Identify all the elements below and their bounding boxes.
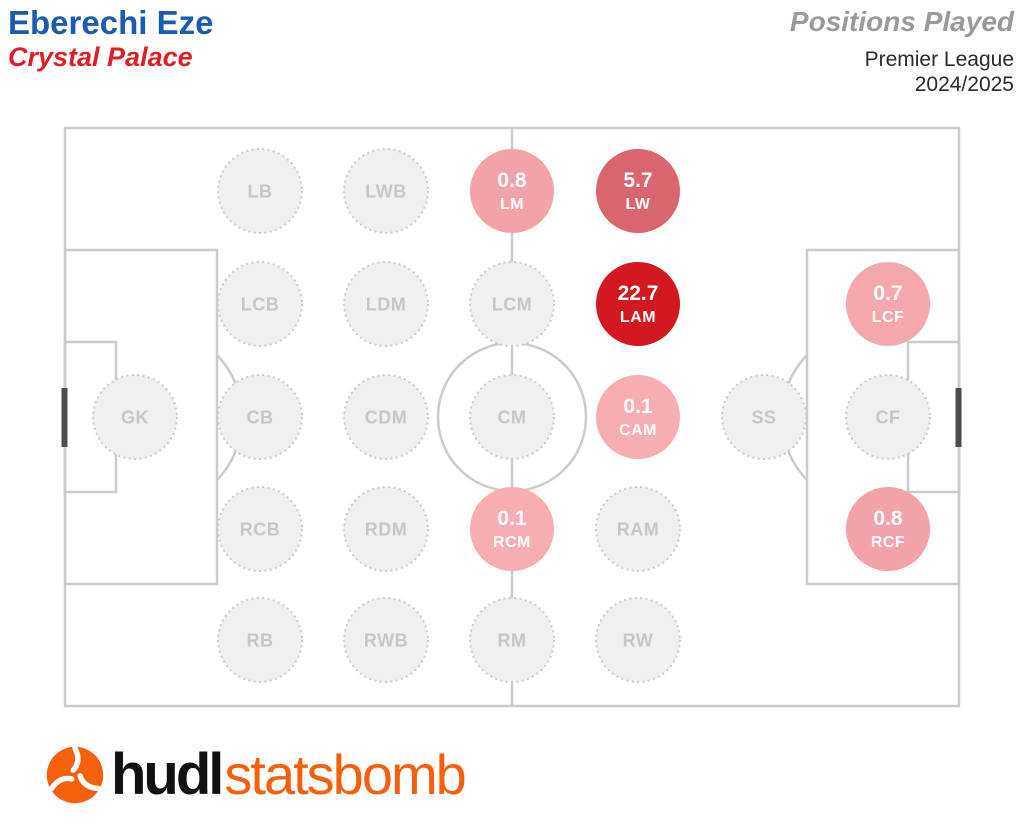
svg-text:22.7: 22.7 <box>618 282 659 305</box>
svg-text:LWB: LWB <box>365 182 407 202</box>
hudl-pinwheel-icon <box>46 745 104 804</box>
svg-text:5.7: 5.7 <box>623 169 652 192</box>
svg-text:CB: CB <box>247 408 274 428</box>
svg-text:RCB: RCB <box>240 520 281 540</box>
position-rw: RW <box>595 597 681 683</box>
brand-footer: hudl statsbomb <box>45 740 467 810</box>
competition-label: Premier League <box>864 48 1014 71</box>
svg-text:LM: LM <box>500 196 524 213</box>
position-lwb: LWB <box>343 148 429 234</box>
svg-text:LDM: LDM <box>366 295 407 315</box>
svg-text:0.1: 0.1 <box>623 395 653 418</box>
position-cf: CF <box>845 374 931 460</box>
svg-text:CAM: CAM <box>619 422 657 439</box>
svg-text:0.8: 0.8 <box>873 507 903 530</box>
position-lam: 22.7 LAM <box>596 262 680 346</box>
svg-text:SS: SS <box>751 408 776 428</box>
svg-text:RDM: RDM <box>365 520 408 540</box>
position-lcb: LCB <box>217 261 303 347</box>
position-cam: 0.1 CAM <box>596 375 680 459</box>
position-ldm: LDM <box>343 261 429 347</box>
position-ss: SS <box>721 374 807 460</box>
svg-text:LCM: LCM <box>492 295 533 315</box>
svg-text:LCB: LCB <box>241 295 280 315</box>
brand-statsbomb-text: statsbomb <box>224 743 466 806</box>
position-rb: RB <box>217 597 303 683</box>
svg-text:CF: CF <box>876 408 901 428</box>
svg-text:LB: LB <box>248 182 273 202</box>
svg-text:RWB: RWB <box>364 631 408 651</box>
team-name: Crystal Palace <box>8 42 193 72</box>
svg-text:RAM: RAM <box>617 520 660 540</box>
position-lcf: 0.7 LCF <box>846 262 930 346</box>
svg-text:RB: RB <box>247 631 274 651</box>
header-right: Positions Played Premier League 2024/202… <box>790 6 1014 97</box>
position-lb: LB <box>217 148 303 234</box>
position-lm: 0.8 LM <box>470 149 554 233</box>
svg-text:0.8: 0.8 <box>497 169 527 192</box>
svg-text:RM: RM <box>498 631 527 651</box>
svg-text:LAM: LAM <box>620 309 656 326</box>
season-label: 2024/2025 <box>914 73 1014 96</box>
position-ram: RAM <box>595 486 681 572</box>
svg-text:RCF: RCF <box>871 534 905 551</box>
svg-text:CDM: CDM <box>365 408 408 428</box>
position-rm: RM <box>469 597 555 683</box>
report-title: Positions Played <box>789 6 1014 37</box>
position-cm: CM <box>469 374 555 460</box>
position-cb: CB <box>217 374 303 460</box>
position-rdm: RDM <box>343 486 429 572</box>
position-cdm: CDM <box>343 374 429 460</box>
svg-text:RCM: RCM <box>493 534 531 551</box>
position-lcm: LCM <box>469 261 555 347</box>
position-rcf: 0.8 RCF <box>846 487 930 571</box>
svg-text:CM: CM <box>498 408 527 428</box>
player-name: Eberechi Eze <box>8 4 214 41</box>
position-rwb: RWB <box>343 597 429 683</box>
position-rcm: 0.1 RCM <box>470 487 554 571</box>
svg-text:0.7: 0.7 <box>873 282 902 305</box>
svg-text:LCF: LCF <box>872 309 905 326</box>
position-rcb: RCB <box>217 486 303 572</box>
svg-text:LW: LW <box>626 196 651 213</box>
brand-hudl-text: hudl <box>111 742 224 807</box>
position-gk: GK <box>92 374 178 460</box>
svg-text:0.1: 0.1 <box>497 507 527 530</box>
svg-text:RW: RW <box>623 631 654 651</box>
svg-text:GK: GK <box>121 408 149 428</box>
position-lw: 5.7 LW <box>596 149 680 233</box>
header-subtitle: Premier League 2024/2025 <box>790 47 1014 97</box>
